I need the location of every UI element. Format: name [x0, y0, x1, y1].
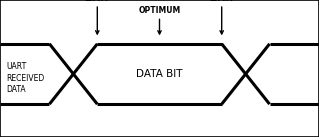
Text: LIMIT: LIMIT: [85, 0, 110, 3]
Text: OPTIMUM: OPTIMUM: [138, 6, 181, 15]
Text: UART
RECEIVED
DATA: UART RECEIVED DATA: [6, 62, 45, 94]
Text: LIMIT: LIMIT: [209, 0, 234, 3]
Text: DATA BIT: DATA BIT: [136, 69, 183, 79]
